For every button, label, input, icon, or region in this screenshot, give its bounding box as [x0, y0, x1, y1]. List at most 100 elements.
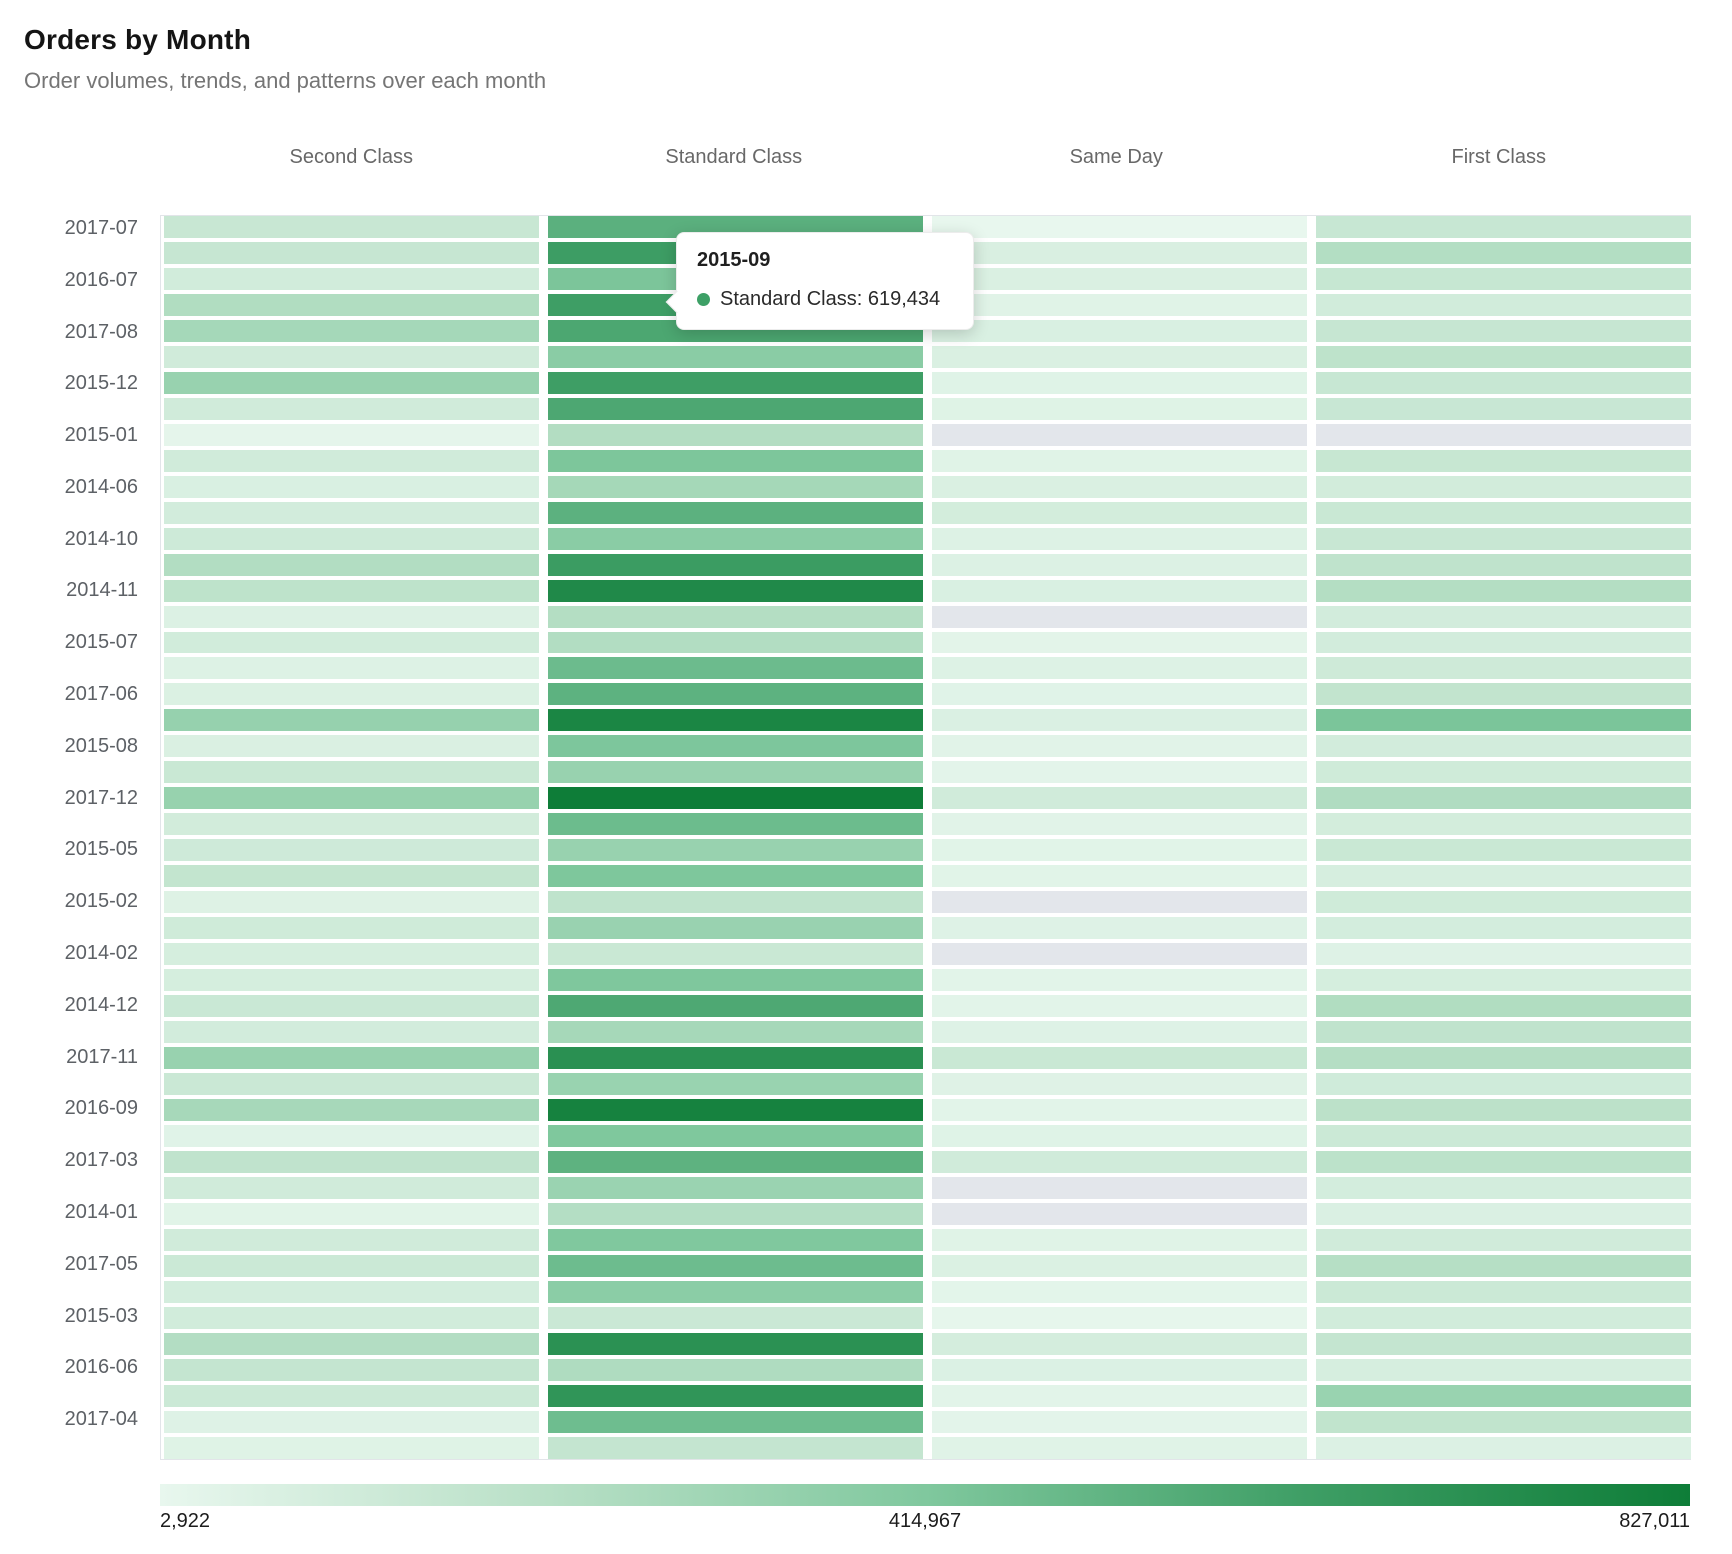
heatmap-cell[interactable] [164, 761, 539, 784]
heatmap-cell[interactable] [164, 423, 539, 446]
heatmap-cell[interactable] [932, 1073, 1307, 1096]
heatmap-cell[interactable] [548, 917, 923, 940]
heatmap-cell-no-data[interactable] [1316, 423, 1691, 446]
heatmap-cell[interactable] [548, 1333, 923, 1356]
heatmap-cell-no-data[interactable] [932, 1177, 1307, 1200]
heatmap-cell[interactable] [548, 1281, 923, 1304]
heatmap-cell[interactable] [548, 865, 923, 888]
heatmap-cell[interactable] [932, 1125, 1307, 1148]
heatmap-cell[interactable] [164, 579, 539, 602]
heatmap-cell[interactable] [164, 345, 539, 368]
heatmap-cell[interactable] [1316, 1073, 1691, 1096]
heatmap-cell[interactable] [164, 969, 539, 992]
heatmap-cell[interactable] [164, 1437, 539, 1459]
heatmap-cell[interactable] [932, 1021, 1307, 1044]
heatmap-cell[interactable] [164, 839, 539, 862]
heatmap-cell[interactable] [932, 397, 1307, 420]
heatmap-cell[interactable] [164, 1411, 539, 1434]
heatmap-cell[interactable] [164, 1099, 539, 1122]
heatmap-cell[interactable] [1316, 1177, 1691, 1200]
heatmap-cell[interactable] [164, 1255, 539, 1278]
heatmap-cell[interactable] [164, 917, 539, 940]
heatmap-cell[interactable] [164, 1333, 539, 1356]
heatmap-cell[interactable] [548, 345, 923, 368]
heatmap-cell[interactable] [1316, 761, 1691, 784]
heatmap-cell[interactable] [1316, 969, 1691, 992]
heatmap-cell[interactable] [164, 293, 539, 316]
heatmap-cell[interactable] [932, 267, 1307, 290]
heatmap-cell[interactable] [932, 553, 1307, 576]
heatmap-cell[interactable] [932, 1255, 1307, 1278]
heatmap-cell[interactable] [164, 1359, 539, 1382]
heatmap-cell[interactable] [932, 657, 1307, 680]
heatmap-cell[interactable] [548, 761, 923, 784]
heatmap-cell[interactable] [932, 839, 1307, 862]
heatmap-cell[interactable] [548, 1047, 923, 1070]
heatmap-cell[interactable] [548, 1177, 923, 1200]
heatmap-cell[interactable] [548, 891, 923, 914]
heatmap-cell[interactable] [932, 579, 1307, 602]
heatmap-cell[interactable] [164, 1307, 539, 1330]
heatmap-cell[interactable] [548, 371, 923, 394]
heatmap-cell[interactable] [1316, 605, 1691, 628]
heatmap-cell[interactable] [1316, 345, 1691, 368]
heatmap-cell[interactable] [164, 216, 539, 238]
heatmap-cell[interactable] [1316, 657, 1691, 680]
heatmap-cell[interactable] [164, 501, 539, 524]
heatmap-cell[interactable] [164, 813, 539, 836]
heatmap-cell[interactable] [932, 735, 1307, 758]
heatmap-cell[interactable] [164, 1047, 539, 1070]
heatmap-cell-no-data[interactable] [932, 1203, 1307, 1226]
heatmap-cell[interactable] [548, 813, 923, 836]
heatmap-cell[interactable] [1316, 1307, 1691, 1330]
heatmap-cell[interactable] [932, 969, 1307, 992]
heatmap-cell[interactable] [164, 995, 539, 1018]
heatmap-cell[interactable] [1316, 1385, 1691, 1408]
heatmap-cell[interactable] [1316, 293, 1691, 316]
heatmap-cell[interactable] [1316, 787, 1691, 810]
heatmap-cell[interactable] [164, 1229, 539, 1252]
heatmap-cell[interactable] [164, 397, 539, 420]
heatmap-cell[interactable] [164, 475, 539, 498]
heatmap-cell[interactable] [164, 1385, 539, 1408]
heatmap-cell[interactable] [932, 241, 1307, 264]
heatmap-cell[interactable] [164, 1125, 539, 1148]
heatmap-cell[interactable] [932, 683, 1307, 706]
heatmap-cell[interactable] [164, 683, 539, 706]
heatmap-cell-no-data[interactable] [932, 605, 1307, 628]
heatmap-cell[interactable] [548, 1203, 923, 1226]
heatmap-cell[interactable] [164, 1203, 539, 1226]
heatmap-cell[interactable] [1316, 735, 1691, 758]
heatmap-cell[interactable] [164, 241, 539, 264]
heatmap-cell[interactable] [1316, 449, 1691, 472]
heatmap-cell[interactable] [548, 553, 923, 576]
heatmap-cell[interactable] [1316, 267, 1691, 290]
heatmap-cell[interactable] [932, 1385, 1307, 1408]
heatmap-cell[interactable] [1316, 1151, 1691, 1174]
heatmap-cell[interactable] [1316, 683, 1691, 706]
heatmap-cell[interactable] [164, 1073, 539, 1096]
heatmap-cell[interactable] [932, 1359, 1307, 1382]
heatmap-cell-no-data[interactable] [932, 423, 1307, 446]
heatmap-cell[interactable] [932, 527, 1307, 550]
heatmap-cell[interactable] [548, 449, 923, 472]
heatmap-cell[interactable] [548, 1151, 923, 1174]
heatmap-cell[interactable] [548, 579, 923, 602]
heatmap-cell[interactable] [548, 995, 923, 1018]
heatmap-cell[interactable] [932, 293, 1307, 316]
heatmap-cell[interactable] [164, 631, 539, 654]
heatmap-cell[interactable] [548, 1385, 923, 1408]
heatmap-cell[interactable] [932, 1411, 1307, 1434]
heatmap-cell[interactable] [548, 683, 923, 706]
heatmap-cell[interactable] [548, 501, 923, 524]
heatmap-cell[interactable] [548, 1099, 923, 1122]
heatmap-cell[interactable] [1316, 1359, 1691, 1382]
heatmap-cell[interactable] [548, 735, 923, 758]
heatmap-cell[interactable] [548, 1307, 923, 1330]
heatmap-cell[interactable] [548, 1359, 923, 1382]
heatmap-cell[interactable] [548, 527, 923, 550]
heatmap-cell[interactable] [548, 475, 923, 498]
heatmap-cell[interactable] [548, 1021, 923, 1044]
heatmap-cell[interactable] [932, 917, 1307, 940]
heatmap-cell[interactable] [932, 1333, 1307, 1356]
